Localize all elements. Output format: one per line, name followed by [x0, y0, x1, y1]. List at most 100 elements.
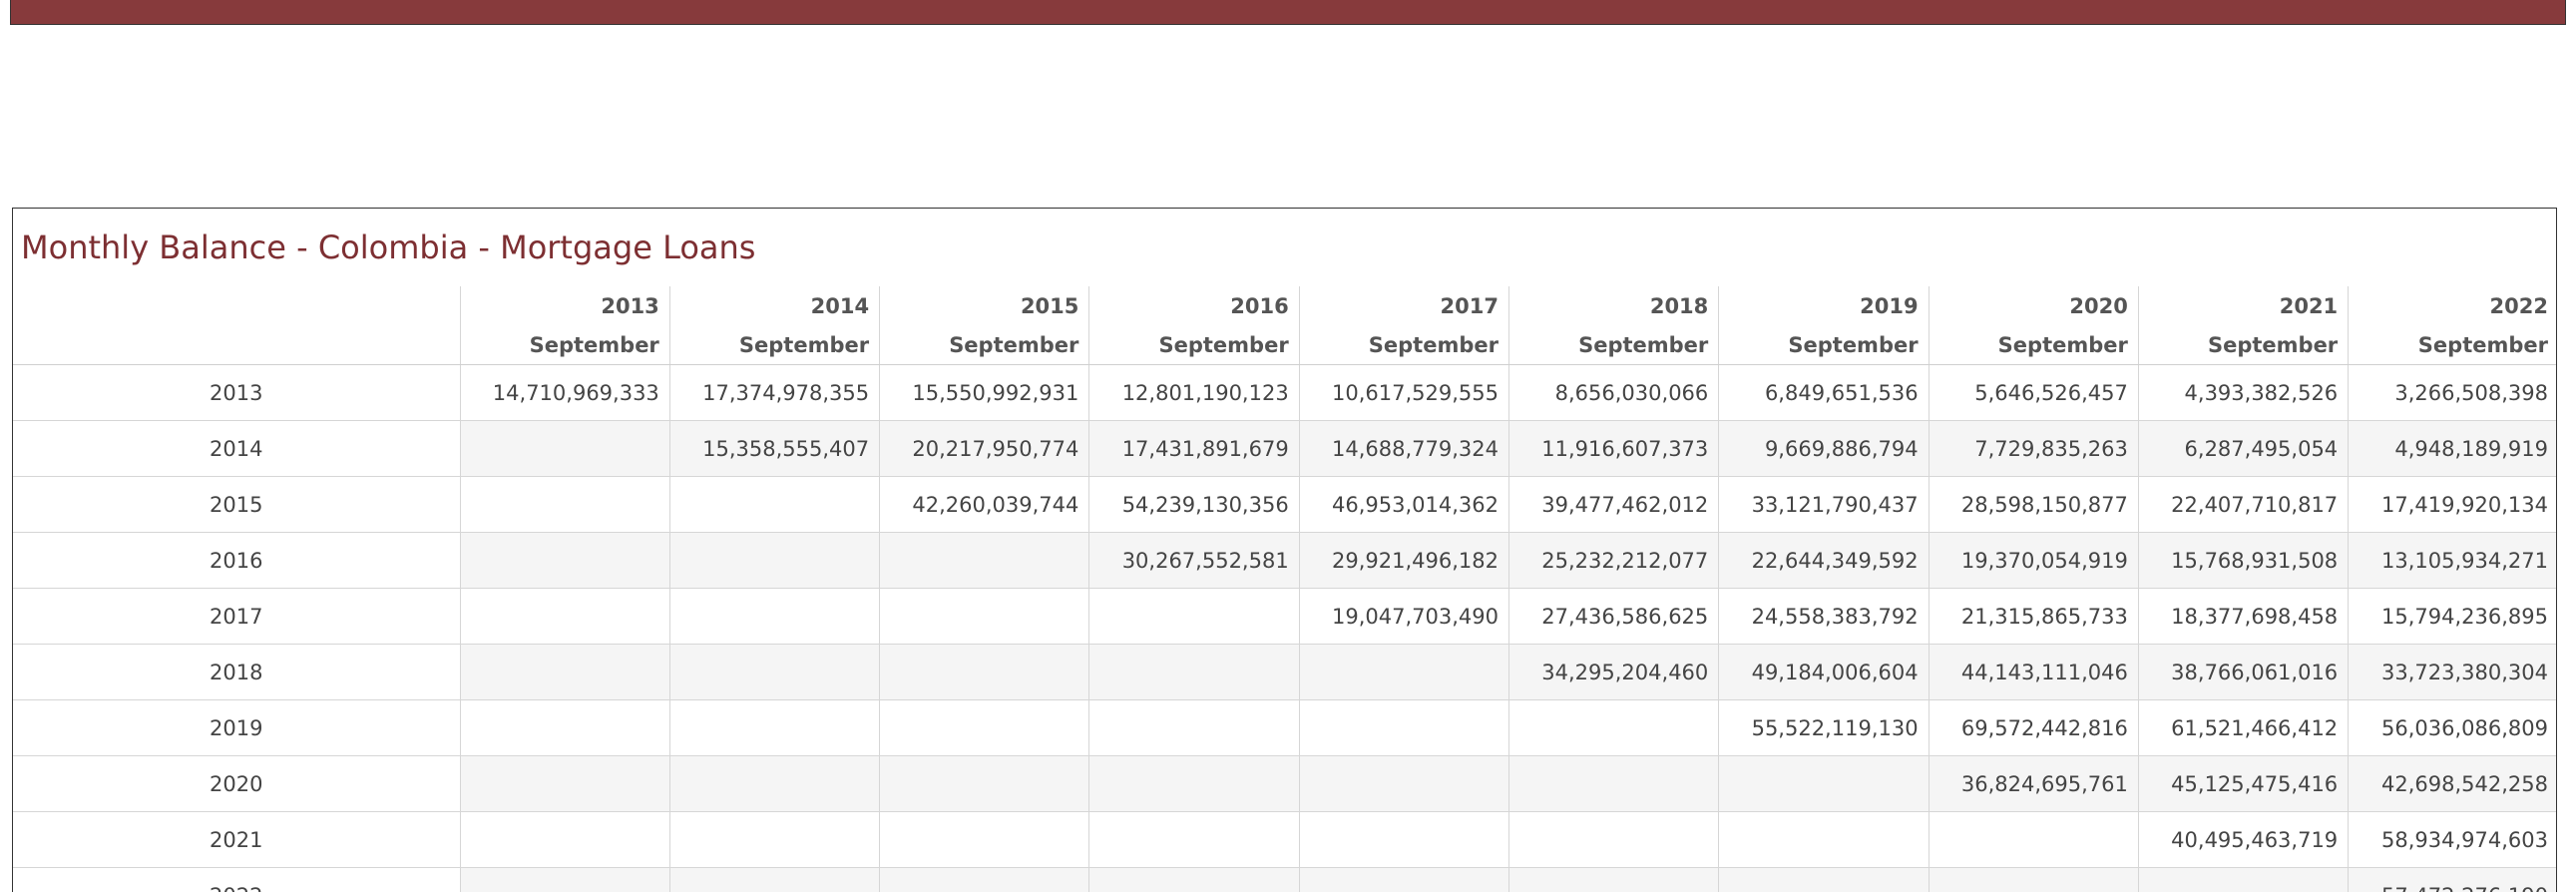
table-panel: Monthly Balance - Colombia - Mortgage Lo… [12, 208, 2557, 892]
row-label: 2018 [13, 645, 460, 700]
value-cell: 7,729,835,263 [1929, 421, 2138, 477]
value-cell: 44,143,111,046 [1929, 645, 2138, 700]
empty-cell [460, 812, 669, 868]
column-month: September [2349, 325, 2557, 365]
column-year: 2019 [1719, 286, 1929, 325]
value-cell: 58,934,974,603 [2349, 812, 2557, 868]
empty-cell [1508, 700, 1718, 756]
corner [13, 325, 460, 365]
row-label: 2016 [13, 533, 460, 589]
column-year: 2022 [2349, 286, 2557, 325]
value-cell: 15,550,992,931 [880, 365, 1089, 421]
value-cell: 40,495,463,719 [2138, 812, 2348, 868]
column-year: 2013 [460, 286, 669, 325]
empty-cell [1719, 756, 1929, 812]
column-year: 2014 [669, 286, 879, 325]
column-year: 2015 [880, 286, 1089, 325]
value-cell: 14,710,969,333 [460, 365, 669, 421]
empty-cell [460, 700, 669, 756]
empty-cell [1508, 756, 1718, 812]
column-year: 2021 [2138, 286, 2348, 325]
value-cell: 27,436,586,625 [1508, 589, 1718, 645]
value-cell: 5,646,526,457 [1929, 365, 2138, 421]
value-cell: 28,598,150,877 [1929, 477, 2138, 533]
value-cell: 36,824,695,761 [1929, 756, 2138, 812]
empty-cell [460, 421, 669, 477]
corner [13, 286, 460, 325]
column-month: September [1929, 325, 2138, 365]
empty-cell [2138, 868, 2348, 892]
empty-cell [1929, 812, 2138, 868]
empty-cell [460, 533, 669, 589]
column-year: 2016 [1089, 286, 1299, 325]
value-cell: 24,558,383,792 [1719, 589, 1929, 645]
row-label: 2022 [13, 868, 460, 892]
value-cell: 20,217,950,774 [880, 421, 1089, 477]
value-cell: 29,921,496,182 [1299, 533, 1508, 589]
empty-cell [669, 645, 879, 700]
value-cell: 6,287,495,054 [2138, 421, 2348, 477]
empty-cell [460, 868, 669, 892]
value-cell: 42,698,542,258 [2349, 756, 2557, 812]
row-label: 2013 [13, 365, 460, 421]
empty-cell [1719, 868, 1929, 892]
empty-cell [880, 700, 1089, 756]
value-cell: 42,260,039,744 [880, 477, 1089, 533]
value-cell: 30,267,552,581 [1089, 533, 1299, 589]
value-cell: 8,656,030,066 [1508, 365, 1718, 421]
value-cell: 54,239,130,356 [1089, 477, 1299, 533]
empty-cell [1299, 700, 1508, 756]
empty-cell [460, 589, 669, 645]
value-cell: 19,370,054,919 [1929, 533, 2138, 589]
value-cell: 39,477,462,012 [1508, 477, 1718, 533]
value-cell: 4,393,382,526 [2138, 365, 2348, 421]
value-cell: 61,521,466,412 [2138, 700, 2348, 756]
header-bar [10, 0, 2566, 25]
empty-cell [880, 533, 1089, 589]
column-month: September [669, 325, 879, 365]
value-cell: 15,358,555,407 [669, 421, 879, 477]
value-cell: 34,295,204,460 [1508, 645, 1718, 700]
value-cell: 3,266,508,398 [2349, 365, 2557, 421]
empty-cell [1089, 700, 1299, 756]
value-cell: 25,232,212,077 [1508, 533, 1718, 589]
column-month: September [1508, 325, 1718, 365]
empty-cell [669, 756, 879, 812]
value-cell: 38,766,061,016 [2138, 645, 2348, 700]
empty-cell [669, 868, 879, 892]
table-title: Monthly Balance - Colombia - Mortgage Lo… [21, 228, 755, 266]
value-cell: 57,472,276,190 [2349, 868, 2557, 892]
empty-cell [1089, 868, 1299, 892]
value-cell: 18,377,698,458 [2138, 589, 2348, 645]
row-label: 2019 [13, 700, 460, 756]
empty-cell [880, 756, 1089, 812]
empty-cell [1508, 868, 1718, 892]
value-cell: 22,644,349,592 [1719, 533, 1929, 589]
empty-cell [880, 868, 1089, 892]
value-cell: 4,948,189,919 [2349, 421, 2557, 477]
value-cell: 14,688,779,324 [1299, 421, 1508, 477]
column-year: 2020 [1929, 286, 2138, 325]
value-cell: 22,407,710,817 [2138, 477, 2348, 533]
empty-cell [669, 812, 879, 868]
value-cell: 9,669,886,794 [1719, 421, 1929, 477]
value-cell: 69,572,442,816 [1929, 700, 2138, 756]
value-cell: 12,801,190,123 [1089, 365, 1299, 421]
value-cell: 17,431,891,679 [1089, 421, 1299, 477]
column-year: 2018 [1508, 286, 1718, 325]
value-cell: 49,184,006,604 [1719, 645, 1929, 700]
value-cell: 19,047,703,490 [1299, 589, 1508, 645]
empty-cell [460, 645, 669, 700]
value-cell: 17,374,978,355 [669, 365, 879, 421]
empty-cell [880, 589, 1089, 645]
value-cell: 46,953,014,362 [1299, 477, 1508, 533]
empty-cell [669, 589, 879, 645]
